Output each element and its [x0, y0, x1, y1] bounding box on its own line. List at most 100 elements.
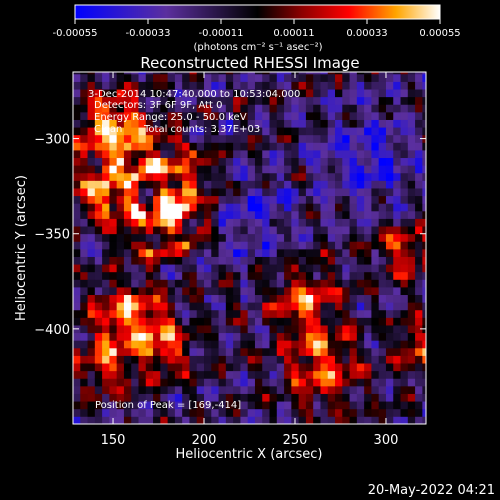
heatmap-cell [102, 81, 110, 90]
heatmap-cell [327, 226, 336, 235]
heatmap-cell [349, 233, 358, 242]
heatmap-cell [313, 210, 321, 219]
heatmap-cell [73, 393, 81, 402]
heatmap-cell [378, 332, 387, 341]
heatmap-cell [393, 347, 401, 356]
heatmap-cell [102, 317, 110, 326]
annotation-counts: Total counts: 3.37E+03 [143, 124, 260, 135]
heatmap-cell [305, 89, 314, 98]
heatmap-cell [335, 401, 343, 410]
heatmap-cell [400, 332, 409, 341]
heatmap-cell [342, 309, 350, 318]
heatmap-cell [138, 370, 147, 379]
heatmap-cell [167, 279, 176, 288]
heatmap-cells [73, 72, 426, 424]
heatmap-cell [320, 332, 329, 341]
heatmap-cell [73, 218, 81, 227]
heatmap-cell [415, 157, 423, 166]
plot-frame [72, 71, 427, 425]
heatmap-cell [342, 317, 350, 326]
heatmap-cell [327, 287, 336, 296]
heatmap-cell [254, 256, 263, 265]
heatmap-cell [167, 385, 176, 394]
heatmap-cell [415, 104, 423, 113]
heatmap-cell [240, 347, 249, 356]
heatmap-cell [225, 226, 234, 235]
heatmap-cell [87, 408, 96, 417]
heatmap-cell [94, 302, 103, 311]
heatmap-cell [335, 180, 343, 189]
heatmap-cell [189, 355, 198, 364]
heatmap-cell [182, 165, 190, 174]
heatmap-cell [225, 134, 234, 143]
heatmap-cell [109, 325, 118, 334]
heatmap-cell [204, 385, 212, 394]
heatmap-cell [327, 241, 336, 250]
heatmap-cell [335, 157, 343, 166]
heatmap-cell [422, 180, 426, 189]
heatmap-cell [269, 271, 278, 280]
heatmap-cell [327, 347, 336, 356]
heatmap-cell [400, 416, 409, 424]
heatmap-cell [254, 355, 263, 364]
heatmap-cell [342, 180, 350, 189]
heatmap-cell [196, 226, 205, 235]
heatmap-cell [189, 142, 198, 151]
heatmap-cell [247, 309, 256, 318]
heatmap-cell [298, 72, 307, 75]
heatmap-cell [109, 165, 118, 174]
heatmap-cell [145, 89, 154, 98]
heatmap-cell [160, 233, 169, 242]
heatmap-cell [153, 317, 161, 326]
heatmap-cell [225, 73, 234, 82]
heatmap-cell [262, 317, 270, 326]
heatmap-cell [284, 317, 292, 326]
heatmap-cell [87, 241, 96, 250]
heatmap-cell [254, 294, 263, 303]
heatmap-cell [356, 378, 365, 387]
heatmap-cell [284, 271, 292, 280]
heatmap-cell [160, 325, 169, 334]
heatmap-cell [371, 279, 380, 288]
heatmap-cell [298, 378, 307, 387]
heatmap-cell [116, 294, 125, 303]
heatmap-cell [276, 104, 285, 113]
heatmap-cell [153, 363, 161, 372]
heatmap-cell [371, 89, 380, 98]
heatmap-cell [342, 73, 350, 82]
heatmap-cell [87, 363, 96, 372]
heatmap-cell [371, 165, 380, 174]
heatmap-cell [182, 332, 190, 341]
heatmap-cell [415, 363, 423, 372]
heatmap-cell [240, 370, 249, 379]
heatmap-cell [342, 157, 350, 166]
heatmap-cell [415, 378, 423, 387]
heatmap-cell [415, 385, 423, 394]
heatmap-cell [211, 111, 219, 120]
heatmap-cell [422, 287, 426, 296]
heatmap-cell [335, 150, 343, 159]
heatmap-cell [160, 127, 169, 136]
heatmap-cell [87, 142, 96, 151]
heatmap-cell [305, 416, 314, 424]
heatmap-cell [291, 332, 300, 341]
heatmap-cell [123, 157, 132, 166]
heatmap-cell [138, 340, 147, 349]
heatmap-cell [335, 81, 343, 90]
heatmap-cell [196, 233, 205, 242]
heatmap-cell [174, 89, 183, 98]
heatmap-cell [320, 180, 329, 189]
heatmap-cell [153, 150, 161, 159]
heatmap-cell [385, 150, 394, 159]
heatmap-cell [385, 81, 394, 90]
heatmap-cell [305, 119, 314, 128]
heatmap-cell [327, 218, 336, 227]
heatmap-cell [211, 226, 219, 235]
heatmap-cell [102, 150, 110, 159]
heatmap-cell [182, 210, 190, 219]
heatmap-cell [298, 401, 307, 410]
heatmap-cell [320, 241, 329, 250]
heatmap-cell [123, 172, 132, 181]
heatmap-cell [342, 363, 350, 372]
heatmap-cell [80, 385, 88, 394]
